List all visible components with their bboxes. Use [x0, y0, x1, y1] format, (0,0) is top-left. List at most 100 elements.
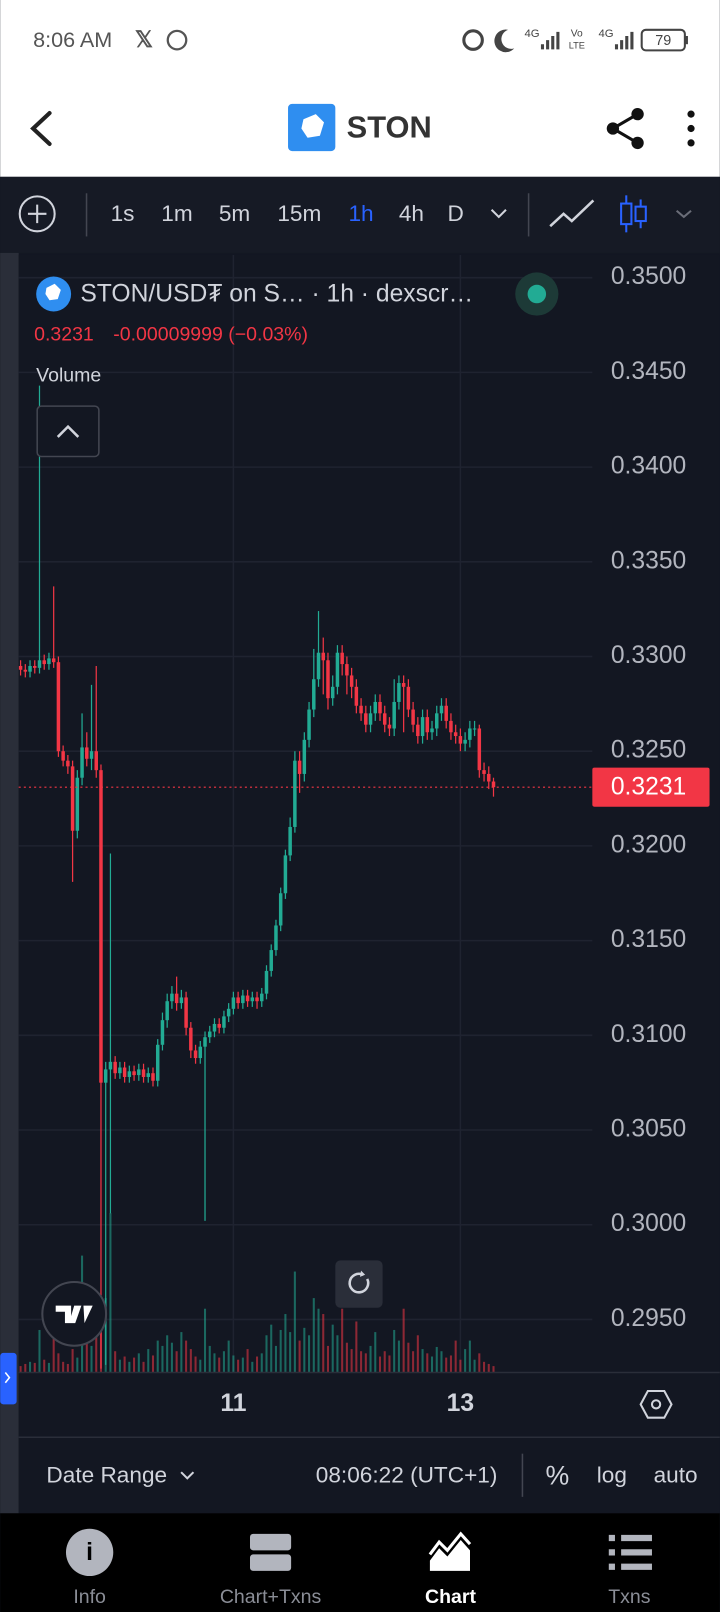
nav-item[interactable]: Info [73, 1586, 106, 1608]
price-label-box [592, 767, 710, 807]
candle-body [184, 997, 188, 1028]
candle-body [335, 652, 340, 687]
candle-body [302, 739, 307, 774]
interval-button[interactable]: 1h [348, 201, 373, 226]
candle-body [397, 683, 401, 702]
volume-bar [374, 1332, 377, 1373]
candle-body [212, 1023, 217, 1032]
more-dot [687, 124, 695, 133]
candle-body [155, 1044, 160, 1081]
line-style-button[interactable] [549, 199, 595, 228]
nav-labels: Info Chart+Txns Chart Txns [73, 1586, 650, 1608]
volume-bar [47, 1362, 50, 1373]
candle-body [118, 1067, 122, 1074]
candle-body [491, 781, 496, 788]
toolbar [0, 176, 720, 253]
candle-body [373, 701, 378, 714]
candle-body [420, 717, 425, 737]
share-dot [631, 107, 644, 121]
nav-item[interactable]: Chart+Txns [220, 1586, 322, 1608]
volume-bar [487, 1363, 490, 1373]
add-button[interactable] [18, 195, 56, 233]
volume-bar [293, 1271, 296, 1373]
interval-button[interactable]: 15m [277, 201, 321, 226]
candle-body [103, 1069, 108, 1083]
volume-bar [360, 1351, 363, 1373]
volume-bar [71, 1349, 74, 1373]
volume-bar [459, 1359, 462, 1373]
interval-button[interactable]: 4h [399, 201, 424, 226]
style-dropdown[interactable] [675, 209, 692, 219]
volume-bar [222, 1351, 225, 1373]
grid [18, 254, 593, 1373]
candle-body [430, 728, 434, 733]
volume-bar [449, 1355, 452, 1373]
volume-bar [256, 1356, 259, 1373]
y-tick-label: 0.3400 [611, 453, 686, 480]
volume-bar [85, 1340, 88, 1373]
candle-body [198, 1046, 203, 1059]
percent-toggle[interactable]: % [546, 1460, 570, 1490]
reset-button[interactable] [335, 1260, 383, 1308]
candle-body [321, 652, 325, 661]
add-icon [27, 204, 47, 224]
candle-body [241, 995, 245, 1004]
candle-body [278, 893, 283, 926]
volume-bar [194, 1356, 197, 1373]
axis-layer: 0.3500 0.3450 0.3400 0.3350 0.3300 0.3250 0.32… [18, 263, 710, 1417]
settings-center [650, 1399, 662, 1410]
collapse-button[interactable] [36, 405, 100, 458]
network-label: Vo [571, 29, 583, 40]
volume-bar [151, 1355, 155, 1373]
price-change: -0.00009999 (−0.03%) [113, 323, 308, 345]
more-button[interactable] [687, 110, 695, 147]
network-label: 4G [599, 28, 614, 40]
y-tick-label: 0.3200 [611, 831, 686, 858]
candle-body [382, 713, 387, 725]
interval-button[interactable]: 1m [161, 201, 192, 226]
volume-bar [312, 1298, 315, 1373]
candle-body [179, 997, 184, 1004]
interval-button[interactable]: 5m [219, 201, 250, 226]
candle-style-button[interactable] [620, 195, 647, 233]
volume-bar [19, 1366, 22, 1373]
volume-bar [142, 1361, 145, 1373]
signal-icon [540, 31, 560, 50]
candle-body [364, 713, 368, 725]
moon-icon [494, 29, 515, 53]
whatsapp-icon [166, 29, 188, 51]
candle-body [453, 732, 458, 737]
x-tick-label: 13 [447, 1390, 474, 1417]
nav-item[interactable]: Chart [425, 1586, 476, 1608]
candle-body [85, 747, 89, 759]
date-range-button[interactable]: Date Range [46, 1462, 167, 1487]
candle-body [439, 705, 444, 714]
interval-dropdown[interactable] [490, 208, 507, 219]
log-toggle[interactable]: log [597, 1462, 627, 1487]
candle-body [94, 751, 98, 771]
auto-toggle[interactable]: auto [654, 1462, 698, 1487]
volume-bar [265, 1335, 268, 1373]
volume-bar [440, 1351, 443, 1373]
price-label: 0.3231 [611, 774, 686, 801]
token-logo-mark [301, 114, 325, 138]
candle-body [217, 1023, 221, 1028]
volume-bar [213, 1353, 216, 1373]
y-tick-label: 0.3000 [611, 1210, 686, 1237]
share-button[interactable] [606, 107, 644, 150]
interval-button[interactable]: 1s [111, 201, 135, 226]
settings-button[interactable] [639, 1389, 673, 1419]
candle-body [80, 747, 84, 778]
volume-bar [473, 1359, 476, 1373]
candle-body [255, 997, 259, 1002]
nav-item[interactable]: Txns [608, 1586, 651, 1608]
back-button[interactable] [30, 111, 52, 146]
volume-bar [393, 1329, 396, 1373]
candle-body [463, 739, 467, 744]
candle-body [416, 724, 420, 737]
candle-body [108, 1061, 113, 1070]
interval-button[interactable]: D [447, 201, 463, 226]
volume-bar [468, 1340, 471, 1373]
